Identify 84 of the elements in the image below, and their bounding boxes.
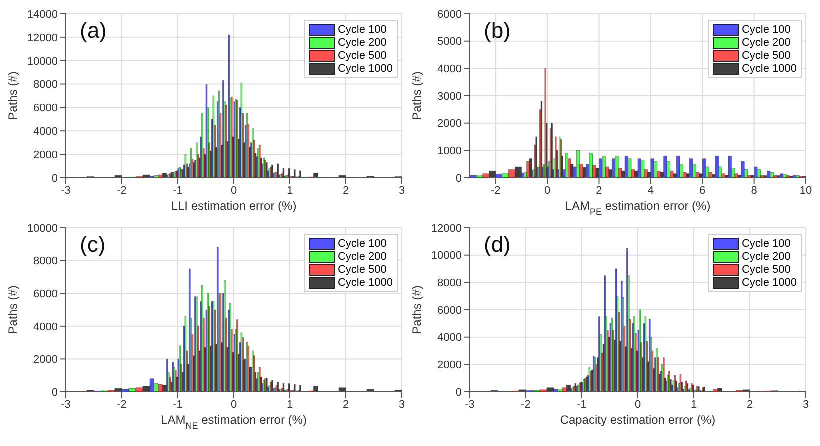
y-tick-label: 14000 [27, 8, 58, 21]
annotation: (d) [484, 232, 511, 258]
y-tick-label: 6000 [34, 102, 58, 115]
x-tick-label: -2 [117, 398, 127, 411]
legend-label: Cycle 200 [742, 250, 791, 262]
x-tick-label: 8 [751, 184, 758, 197]
x-tick-label: -2 [490, 184, 501, 197]
x-axis-title: LAM$_{NE}$ estimation error (%) [161, 413, 307, 431]
annotation: (a) [80, 18, 107, 44]
y-tick-label: 12000 [431, 222, 462, 235]
y-tick-label: 10000 [27, 222, 58, 235]
y-tick-label: 4000 [34, 126, 58, 138]
legend-label: Cycle 200 [338, 250, 387, 262]
x-tick-label: 2 [342, 184, 350, 197]
y-tick-label: 4000 [34, 321, 58, 334]
x-tick-label: -2 [117, 184, 127, 197]
x-tick-label: 0 [230, 184, 238, 197]
legend-label: Cycle 200 [338, 36, 387, 48]
x-tick-label: 1 [286, 184, 294, 197]
annotation: (b) [484, 18, 511, 44]
x-tick-label: -1 [173, 398, 183, 411]
y-tick-label: 2000 [438, 360, 462, 372]
x-tick-label: -3 [465, 398, 475, 411]
y-tick-label: 8000 [34, 79, 58, 92]
legend-label: Cycle 500 [338, 50, 387, 62]
x-tick-label: 1 [286, 398, 294, 411]
y-axis-title: Paths (#) [410, 286, 424, 334]
legend-label: Cycle 1000 [742, 62, 797, 74]
y-tick-label: 8000 [34, 256, 58, 268]
y-tick-label: 3000 [438, 90, 462, 103]
legend-label: Cycle 1000 [338, 62, 393, 74]
y-tick-label: 12000 [27, 32, 58, 44]
legend-label: Cycle 100 [338, 238, 387, 250]
y-tick-label: 0 [456, 172, 462, 185]
x-axis-title: LAM$_{PE}$ estimation error (%) [565, 199, 711, 217]
x-tick-label: 1 [690, 398, 698, 411]
x-tick-label: -1 [173, 184, 183, 197]
legend-label: Cycle 200 [742, 36, 791, 48]
x-tick-label: 0 [544, 184, 551, 197]
legend-label: Cycle 100 [742, 24, 791, 36]
x-tick-label: -3 [61, 184, 71, 197]
x-tick-label: 6 [700, 184, 706, 197]
legend-label: Cycle 500 [742, 50, 791, 62]
legend-label: Cycle 100 [742, 238, 791, 250]
y-tick-label: 10000 [431, 250, 462, 262]
y-tick-label: 8000 [438, 278, 462, 290]
y-tick-label: 4000 [438, 64, 462, 76]
annotation: (c) [80, 232, 106, 258]
x-tick-label: -2 [521, 398, 531, 411]
x-axis-title: LLI estimation error (%) [171, 199, 297, 213]
x-tick-label: 2 [746, 398, 754, 411]
x-tick-label: 2 [342, 398, 350, 411]
y-tick-label: 0 [52, 386, 58, 399]
y-tick-label: 10000 [27, 56, 58, 68]
legend-label: Cycle 500 [338, 264, 387, 276]
y-axis-title: Paths (#) [6, 72, 20, 120]
y-tick-label: 2000 [438, 118, 462, 130]
y-tick-label: 2000 [34, 149, 58, 162]
legend-label: Cycle 1000 [742, 276, 797, 288]
legend-label: Cycle 500 [742, 264, 791, 276]
y-tick-label: 4000 [438, 332, 462, 344]
y-tick-label: 6000 [438, 8, 462, 21]
y-tick-label: 6000 [34, 288, 58, 301]
y-tick-label: 2000 [34, 354, 58, 366]
y-tick-label: 0 [456, 386, 462, 399]
x-tick-label: 10 [800, 184, 812, 197]
y-axis-title: Paths (#) [410, 72, 424, 120]
x-tick-label: -3 [61, 398, 71, 411]
x-tick-label: 2 [596, 184, 602, 197]
x-tick-label: 0 [634, 398, 642, 411]
y-tick-label: 5000 [438, 36, 462, 48]
x-tick-label: 3 [398, 398, 406, 411]
x-axis-title: Capacity estimation error (%) [560, 413, 716, 427]
y-axis-title: Paths (#) [6, 286, 20, 334]
y-tick-label: 0 [52, 172, 58, 185]
legend-label: Cycle 1000 [338, 276, 393, 288]
x-tick-label: 3 [802, 398, 810, 411]
x-tick-label: 3 [398, 184, 406, 197]
x-tick-label: 4 [648, 184, 654, 197]
y-tick-label: 6000 [438, 304, 462, 317]
x-tick-label: -1 [577, 398, 587, 411]
x-tick-label: 0 [230, 398, 238, 411]
legend-label: Cycle 100 [338, 24, 387, 36]
y-tick-label: 1000 [438, 146, 462, 158]
